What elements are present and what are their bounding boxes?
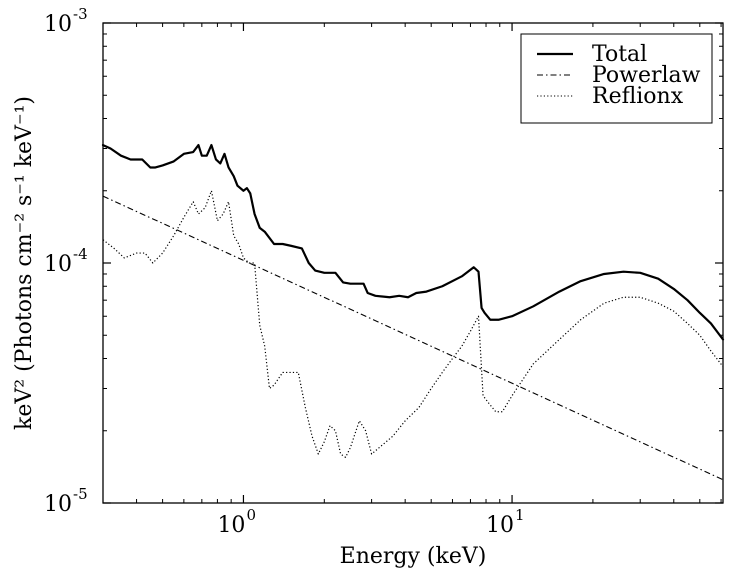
x-tick-labels: 10 0 10 1: [217, 506, 524, 538]
legend-label-reflionx: Reflionx: [592, 84, 684, 109]
y-axis-label: keV² (Photons cm⁻² s⁻¹ keV⁻¹): [12, 96, 37, 430]
x-tick-label: 10 1: [486, 506, 525, 538]
y-tick-label: 10 -5: [44, 485, 88, 517]
x-tick-exponent: 1: [515, 506, 525, 524]
y-tick-exponent: -4: [73, 245, 88, 263]
x-tick-label: 10 0: [217, 506, 256, 538]
x-tick-exponent: 0: [246, 506, 256, 524]
minor-ticks: [102, 23, 723, 503]
y-tick-exponent: -3: [73, 5, 88, 23]
series-reflionx-line: [102, 190, 724, 458]
series-layer: [101, 143, 725, 481]
y-tick-base: 10: [44, 12, 72, 37]
y-tick-label: 10 -4: [44, 245, 88, 277]
x-tick-base: 10: [486, 513, 514, 538]
legend-label-powerlaw: Powerlaw: [592, 63, 701, 88]
y-tick-base: 10: [44, 252, 72, 277]
plot-frame: [102, 22, 724, 504]
y-tick-exponent: -5: [73, 485, 88, 503]
legend-label-total: Total: [592, 42, 647, 67]
series-powerlaw-line: [102, 195, 724, 481]
y-tick-labels: 10-510-410-3: [44, 5, 88, 517]
x-axis-label: Energy (keV): [340, 544, 487, 569]
legend-box: [520, 33, 713, 124]
series-total-line: [101, 143, 725, 341]
y-tick-label: 10 -3: [44, 5, 88, 37]
x-tick-base: 10: [217, 513, 245, 538]
y-tick-base: 10: [44, 492, 72, 517]
